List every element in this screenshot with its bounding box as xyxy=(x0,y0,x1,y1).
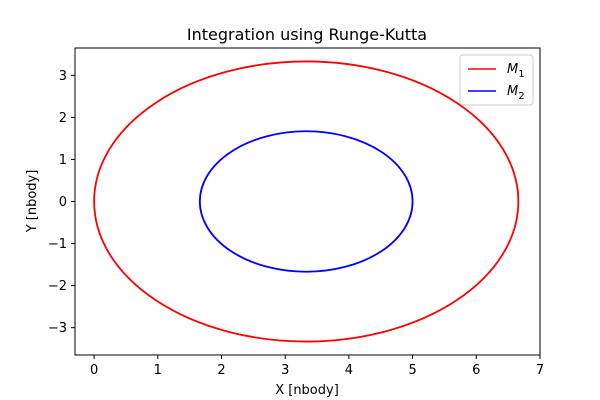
x-tick-label: 7 xyxy=(536,363,544,378)
y-tick-label: −2 xyxy=(48,279,67,294)
series-orbit-m1 xyxy=(93,60,520,343)
y-tick-label: 0 xyxy=(59,195,67,210)
y-axis-ticks: −3 −2 −1 0 1 2 3 xyxy=(48,69,75,336)
x-tick-label: 1 xyxy=(154,363,162,378)
legend-label-m2: M2 xyxy=(507,84,525,102)
y-tick-label: 2 xyxy=(59,111,67,126)
plot-area xyxy=(93,60,520,343)
y-tick-label: 1 xyxy=(59,153,67,168)
y-axis-label: Y [nbody] xyxy=(25,170,40,234)
x-tick-label: 2 xyxy=(217,363,225,378)
legend: M1 M2 xyxy=(459,54,534,106)
x-tick-label: 6 xyxy=(472,363,480,378)
x-tick-label: 3 xyxy=(281,363,289,378)
y-tick-label: 3 xyxy=(59,69,67,84)
y-tick-label: −1 xyxy=(48,237,67,252)
chart-title: Integration using Runge-Kutta xyxy=(187,25,427,44)
y-tick-label: −3 xyxy=(48,321,67,336)
legend-box xyxy=(459,54,534,106)
x-tick-label: 4 xyxy=(345,363,353,378)
x-axis-ticks: 0 1 2 3 4 5 6 7 xyxy=(90,355,544,378)
x-axis-label: X [nbody] xyxy=(275,383,339,398)
x-tick-label: 5 xyxy=(408,363,416,378)
x-tick-label: 0 xyxy=(90,363,98,378)
series-orbit-m2 xyxy=(198,130,414,273)
legend-label-m1: M1 xyxy=(507,62,525,80)
